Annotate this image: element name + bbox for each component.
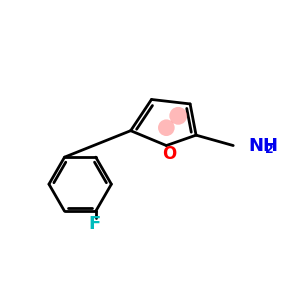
Circle shape — [158, 119, 175, 136]
Circle shape — [169, 107, 187, 125]
Text: NH: NH — [248, 136, 278, 154]
Text: 2: 2 — [265, 142, 274, 156]
Text: F: F — [88, 215, 100, 233]
Text: O: O — [162, 145, 176, 163]
